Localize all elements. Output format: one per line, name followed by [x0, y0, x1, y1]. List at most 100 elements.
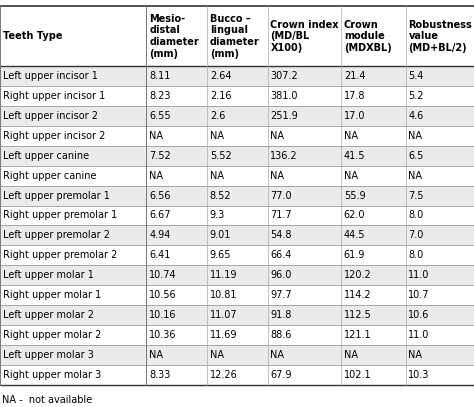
Bar	[267, 66, 341, 86]
Text: Mesio-
distal
diameter
(mm): Mesio- distal diameter (mm)	[149, 14, 199, 59]
Text: 6.5: 6.5	[408, 151, 424, 161]
Bar	[267, 6, 341, 66]
Text: 5.4: 5.4	[408, 71, 424, 81]
Text: 44.5: 44.5	[344, 230, 365, 241]
Bar	[146, 225, 207, 245]
Text: 121.1: 121.1	[344, 330, 372, 340]
Text: 6.55: 6.55	[149, 111, 171, 121]
Text: 8.0: 8.0	[408, 210, 424, 221]
Bar	[341, 245, 405, 265]
Bar	[207, 345, 267, 365]
Bar	[207, 106, 267, 126]
Bar	[267, 86, 341, 106]
Bar	[267, 146, 341, 166]
Bar	[146, 6, 207, 66]
Text: 136.2: 136.2	[270, 151, 298, 161]
Text: 2.64: 2.64	[210, 71, 231, 81]
Text: Right upper incisor 1: Right upper incisor 1	[3, 91, 105, 101]
Bar	[405, 225, 474, 245]
Bar	[341, 66, 405, 86]
Bar	[405, 126, 474, 146]
Text: 8.11: 8.11	[149, 71, 171, 81]
Bar	[146, 345, 207, 365]
Text: NA: NA	[344, 171, 358, 181]
Text: NA: NA	[344, 131, 358, 141]
Text: 120.2: 120.2	[344, 270, 372, 280]
Bar	[267, 166, 341, 186]
Text: 10.81: 10.81	[210, 290, 237, 300]
Text: NA: NA	[149, 171, 163, 181]
Text: 8.23: 8.23	[149, 91, 171, 101]
Bar	[267, 365, 341, 385]
Bar	[146, 86, 207, 106]
Bar	[405, 245, 474, 265]
Text: 7.52: 7.52	[149, 151, 171, 161]
Bar	[146, 305, 207, 325]
Text: Left upper premolar 2: Left upper premolar 2	[3, 230, 110, 241]
Text: 91.8: 91.8	[270, 310, 292, 320]
Bar	[207, 66, 267, 86]
Bar	[0, 166, 146, 186]
Text: 11.19: 11.19	[210, 270, 237, 280]
Text: 41.5: 41.5	[344, 151, 365, 161]
Bar	[207, 126, 267, 146]
Text: 10.36: 10.36	[149, 330, 177, 340]
Text: 112.5: 112.5	[344, 310, 372, 320]
Text: NA: NA	[270, 171, 284, 181]
Bar	[405, 166, 474, 186]
Bar	[405, 86, 474, 106]
Text: NA: NA	[210, 171, 224, 181]
Bar	[0, 126, 146, 146]
Text: 11.07: 11.07	[210, 310, 237, 320]
Bar	[0, 66, 146, 86]
Text: 9.01: 9.01	[210, 230, 231, 241]
Bar	[207, 206, 267, 225]
Text: Left upper incisor 1: Left upper incisor 1	[3, 71, 98, 81]
Bar	[207, 365, 267, 385]
Bar	[0, 265, 146, 285]
Bar	[207, 305, 267, 325]
Text: 5.52: 5.52	[210, 151, 232, 161]
Bar	[146, 106, 207, 126]
Text: NA: NA	[408, 350, 422, 360]
Text: 381.0: 381.0	[270, 91, 298, 101]
Bar	[341, 146, 405, 166]
Text: 77.0: 77.0	[270, 190, 292, 201]
Text: NA: NA	[270, 131, 284, 141]
Text: 7.0: 7.0	[408, 230, 424, 241]
Text: NA: NA	[408, 131, 422, 141]
Text: Right upper canine: Right upper canine	[3, 171, 96, 181]
Text: 10.74: 10.74	[149, 270, 177, 280]
Bar	[267, 206, 341, 225]
Text: Left upper molar 1: Left upper molar 1	[3, 270, 94, 280]
Text: 9.3: 9.3	[210, 210, 225, 221]
Text: Left upper molar 2: Left upper molar 2	[3, 310, 94, 320]
Bar	[341, 206, 405, 225]
Bar	[341, 325, 405, 345]
Text: 2.6: 2.6	[210, 111, 225, 121]
Bar	[341, 345, 405, 365]
Bar	[405, 6, 474, 66]
Bar	[405, 66, 474, 86]
Text: 11.69: 11.69	[210, 330, 237, 340]
Bar	[405, 146, 474, 166]
Bar	[341, 285, 405, 305]
Bar	[146, 166, 207, 186]
Bar	[405, 265, 474, 285]
Bar	[146, 206, 207, 225]
Text: 2.16: 2.16	[210, 91, 231, 101]
Bar	[267, 225, 341, 245]
Text: 97.7: 97.7	[270, 290, 292, 300]
Bar	[405, 186, 474, 206]
Bar	[405, 305, 474, 325]
Bar	[207, 86, 267, 106]
Bar	[207, 265, 267, 285]
Text: 8.0: 8.0	[408, 250, 424, 260]
Bar	[146, 146, 207, 166]
Bar	[207, 6, 267, 66]
Text: 17.0: 17.0	[344, 111, 365, 121]
Bar	[267, 186, 341, 206]
Text: Left upper molar 3: Left upper molar 3	[3, 350, 94, 360]
Text: Left upper incisor 2: Left upper incisor 2	[3, 111, 98, 121]
Text: 88.6: 88.6	[270, 330, 292, 340]
